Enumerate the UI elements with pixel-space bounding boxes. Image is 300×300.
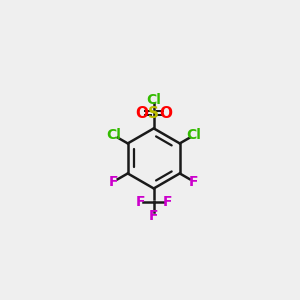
Text: F: F xyxy=(149,208,158,223)
Text: Cl: Cl xyxy=(106,128,121,142)
Text: S: S xyxy=(148,106,159,121)
Text: Cl: Cl xyxy=(146,93,161,107)
Text: F: F xyxy=(163,195,172,209)
Text: F: F xyxy=(109,175,119,189)
Text: O: O xyxy=(159,106,172,121)
Text: F: F xyxy=(135,195,145,209)
Text: O: O xyxy=(135,106,148,121)
Text: Cl: Cl xyxy=(186,128,201,142)
Text: F: F xyxy=(189,175,198,189)
